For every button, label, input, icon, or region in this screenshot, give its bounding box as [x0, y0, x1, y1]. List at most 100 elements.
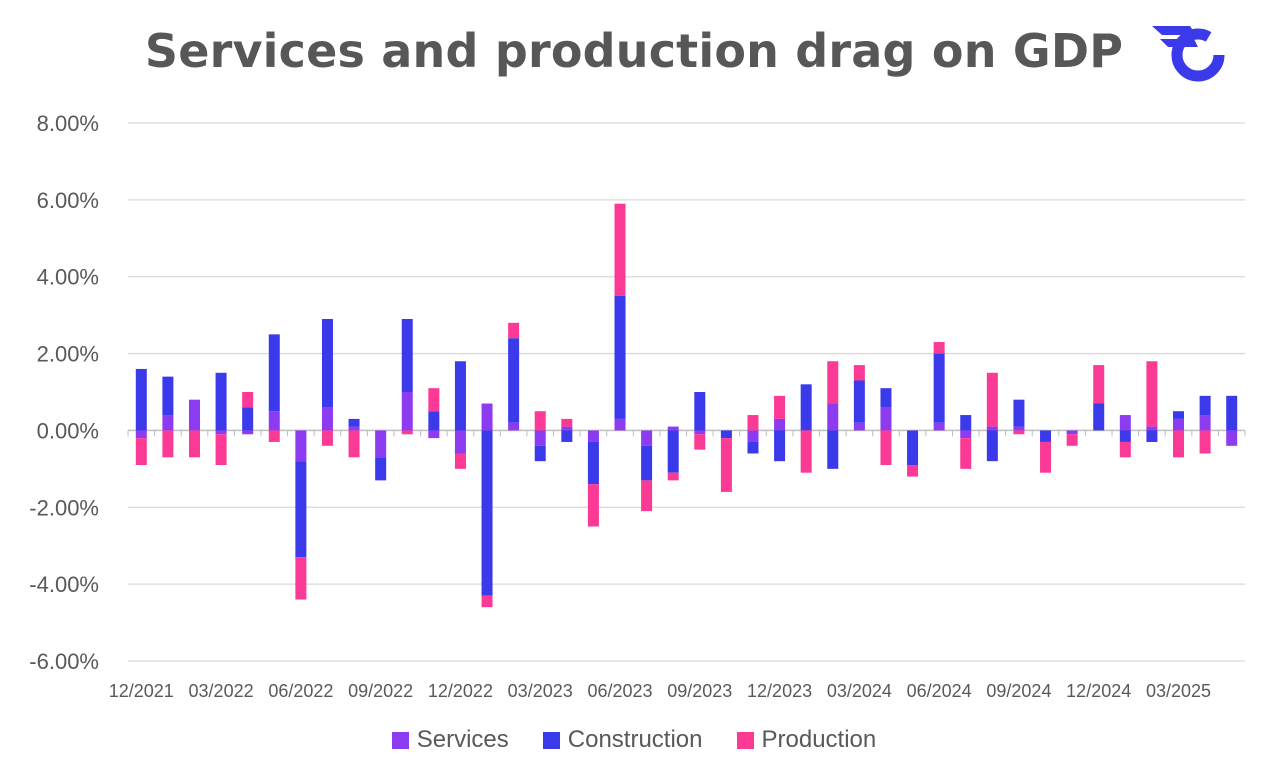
construction-bar — [375, 457, 387, 481]
construction-bar — [1226, 395, 1238, 431]
services-bar — [853, 422, 865, 431]
x-tick-label: 12/2022 — [428, 681, 493, 701]
production-bar — [162, 430, 174, 458]
construction-bar — [720, 430, 732, 439]
production-bar — [508, 322, 520, 339]
production-bar — [800, 430, 812, 473]
construction-bar — [774, 430, 786, 462]
y-tick-label: -6.00% — [29, 649, 99, 674]
production-bar — [1066, 434, 1078, 446]
production-bar — [641, 480, 653, 512]
construction-bar — [933, 353, 945, 423]
services-bar — [454, 430, 466, 454]
y-tick-label: 8.00% — [37, 111, 99, 136]
services-bar — [375, 430, 387, 458]
construction-bar — [321, 318, 333, 408]
construction-bar — [667, 430, 679, 473]
construction-bar — [587, 441, 599, 485]
construction-bar — [694, 392, 706, 431]
construction-bar — [508, 338, 520, 423]
production-bar — [587, 484, 599, 527]
x-tick-label: 03/2025 — [1146, 681, 1211, 701]
construction-bar — [1119, 430, 1131, 442]
x-tick-label: 06/2023 — [587, 681, 652, 701]
production-bar — [1199, 430, 1211, 454]
services-bar — [880, 407, 892, 431]
production-bar — [215, 434, 227, 466]
construction-bar — [960, 415, 972, 431]
services-bar — [215, 430, 227, 435]
production-bar — [401, 430, 413, 435]
production-bar — [694, 434, 706, 450]
construction-bar — [853, 380, 865, 423]
construction-bar — [880, 388, 892, 408]
construction-bar — [1146, 430, 1158, 442]
services-bar — [747, 430, 759, 442]
construction-bar — [242, 407, 254, 431]
production-bar — [268, 430, 280, 442]
services-bar — [1199, 415, 1211, 431]
production-bar — [1040, 441, 1052, 473]
construction-bar — [454, 361, 466, 431]
services-bar — [534, 430, 546, 446]
services-bar — [614, 418, 626, 431]
legend-label: Production — [761, 726, 877, 753]
x-tick-label: 06/2024 — [907, 681, 972, 701]
services-bar — [1013, 426, 1025, 431]
services-bar — [188, 399, 200, 431]
brand-logo-icon — [1152, 26, 1225, 82]
legend-swatch — [542, 731, 560, 749]
legend-item-construction: Construction — [542, 726, 703, 754]
services-bar — [933, 422, 945, 431]
construction-bar — [1173, 411, 1185, 419]
services-bar — [1119, 415, 1131, 431]
chart-title: Services and production drag on GDP — [144, 24, 1124, 78]
construction-bar — [215, 372, 227, 431]
y-tick-label: 2.00% — [37, 342, 99, 367]
services-bar — [1146, 426, 1158, 431]
construction-bar — [986, 430, 998, 462]
construction-bar — [641, 445, 653, 481]
production-bar — [561, 418, 573, 427]
production-bar — [747, 415, 759, 431]
y-tick-label: 0.00% — [37, 418, 99, 443]
y-tick-label: -4.00% — [29, 572, 99, 597]
production-bar — [933, 342, 945, 354]
production-bar — [774, 395, 786, 419]
x-tick-label: 12/2024 — [1066, 681, 1131, 701]
production-bar — [1146, 361, 1158, 427]
production-bar — [986, 372, 998, 427]
production-bar — [428, 388, 440, 412]
services-bar — [481, 403, 493, 431]
services-bar — [401, 392, 413, 431]
construction-bar — [747, 441, 759, 454]
services-bar — [694, 430, 706, 435]
construction-bar — [1013, 399, 1025, 427]
legend-swatch — [391, 731, 409, 749]
x-tick-label: 09/2024 — [986, 681, 1051, 701]
production-bar — [720, 438, 732, 492]
services-bar — [162, 415, 174, 431]
services-bar — [268, 411, 280, 431]
services-bar — [135, 430, 147, 439]
production-bar — [853, 365, 865, 381]
construction-bar — [1199, 395, 1211, 416]
legend-item-services: Services — [391, 726, 509, 754]
y-tick-label: 4.00% — [37, 265, 99, 290]
construction-bar — [1093, 403, 1105, 431]
production-bar — [667, 472, 679, 481]
services-bar — [641, 430, 653, 446]
construction-bar — [561, 430, 573, 442]
production-bar — [135, 438, 147, 466]
construction-bar — [348, 418, 360, 427]
legend-label: Services — [416, 726, 509, 753]
x-tick-label: 03/2022 — [189, 681, 254, 701]
services-bar — [428, 430, 440, 439]
production-bar — [880, 430, 892, 466]
services-bar — [774, 418, 786, 431]
production-bar — [534, 411, 546, 431]
production-bar — [614, 203, 626, 296]
y-tick-label: -2.00% — [29, 495, 99, 520]
services-bar — [561, 426, 573, 431]
